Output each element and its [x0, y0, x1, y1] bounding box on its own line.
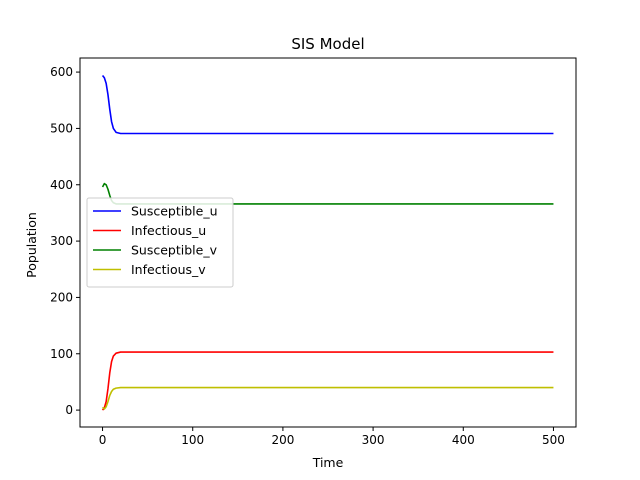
legend-label: Susceptible_u	[131, 204, 218, 219]
legend-label: Susceptible_v	[131, 243, 218, 258]
series-line-susceptible-u	[101, 74, 554, 135]
y-tick-label: 500	[50, 121, 73, 135]
series-line-infectious-u	[101, 351, 554, 411]
series-line-infectious-v	[102, 386, 554, 410]
chart-title: SIS Model	[291, 35, 364, 53]
x-tick-label: 100	[181, 433, 204, 447]
x-tick-label: 300	[362, 433, 385, 447]
y-tick-label: 300	[50, 234, 73, 248]
plot-frame	[79, 57, 577, 428]
y-tick-label: 400	[50, 178, 73, 192]
axes: 0 100 200 300 400 500 0 100 200 300 400 500 600	[50, 57, 577, 447]
x-tick-label: 200	[271, 433, 294, 447]
y-tick-label: 0	[65, 403, 73, 417]
x-tick-label: 500	[542, 433, 565, 447]
legend: Susceptible_u Infectious_u Susceptible_v In…	[86, 197, 234, 288]
y-tick-label: 600	[50, 65, 73, 79]
y-tick-label: 100	[50, 347, 73, 361]
y-tick-label: 200	[50, 290, 73, 304]
legend-box	[86, 197, 234, 288]
x-tick-label: 400	[452, 433, 475, 447]
x-axis-label: Time	[312, 455, 344, 470]
y-axis-label: Population	[24, 212, 39, 278]
legend-label: Infectious_v	[131, 262, 206, 277]
x-tick-label: 0	[99, 433, 107, 447]
legend-label: Infectious_u	[131, 223, 206, 238]
